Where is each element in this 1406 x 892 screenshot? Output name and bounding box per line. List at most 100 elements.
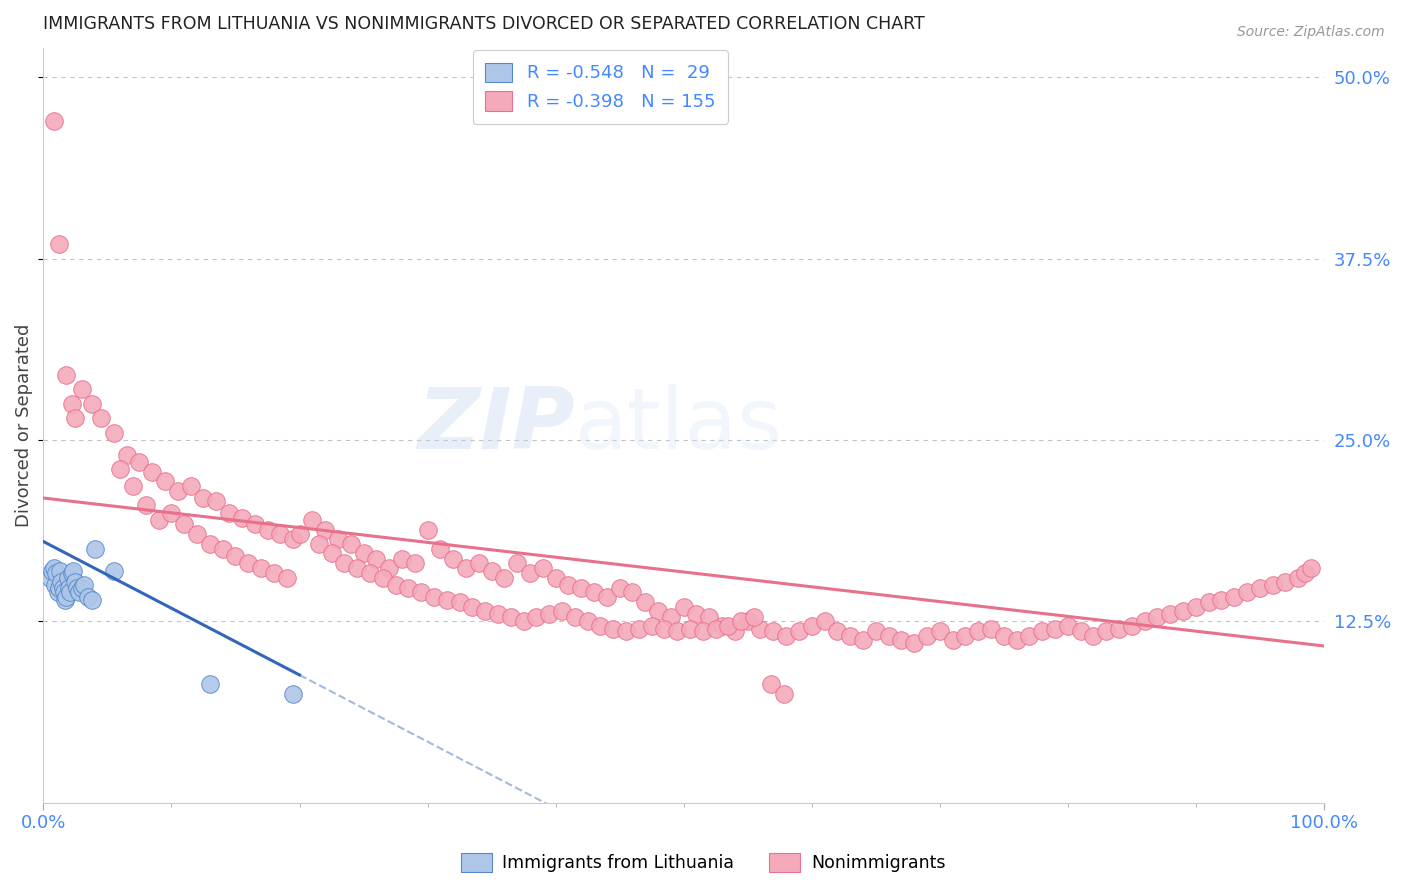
Point xyxy=(80,397,103,411)
Point xyxy=(519,566,541,581)
Point xyxy=(800,618,823,632)
Point xyxy=(110,462,132,476)
Point xyxy=(980,622,1002,636)
Point xyxy=(666,624,689,639)
Point xyxy=(621,585,644,599)
Point xyxy=(481,564,503,578)
Point xyxy=(474,604,496,618)
Point xyxy=(506,556,529,570)
Point xyxy=(749,622,772,636)
Point xyxy=(711,618,734,632)
Point xyxy=(903,636,925,650)
Point xyxy=(1133,615,1156,629)
Point xyxy=(839,629,862,643)
Point xyxy=(679,622,702,636)
Point xyxy=(609,581,631,595)
Text: ZIP: ZIP xyxy=(418,384,575,467)
Point xyxy=(211,541,233,556)
Point xyxy=(692,624,714,639)
Point xyxy=(647,604,669,618)
Point xyxy=(55,368,77,382)
Point xyxy=(852,633,875,648)
Point xyxy=(526,610,548,624)
Point xyxy=(135,498,157,512)
Point xyxy=(224,549,246,563)
Point xyxy=(640,618,662,632)
Point xyxy=(551,604,574,618)
Point xyxy=(654,622,676,636)
Point xyxy=(160,506,183,520)
Point xyxy=(148,513,170,527)
Point xyxy=(238,556,260,570)
Point xyxy=(813,615,835,629)
Point xyxy=(627,622,650,636)
Point xyxy=(231,511,253,525)
Point xyxy=(772,687,794,701)
Point xyxy=(449,595,471,609)
Point xyxy=(73,578,96,592)
Point xyxy=(80,592,103,607)
Point xyxy=(416,523,439,537)
Point xyxy=(1043,622,1066,636)
Point xyxy=(218,506,240,520)
Point xyxy=(1171,604,1194,618)
Point xyxy=(243,517,266,532)
Point xyxy=(371,571,394,585)
Point xyxy=(58,581,80,595)
Point xyxy=(1274,575,1296,590)
Text: atlas: atlas xyxy=(575,384,783,467)
Y-axis label: Divorced or Separated: Divorced or Separated xyxy=(15,324,32,527)
Point xyxy=(122,479,145,493)
Point xyxy=(634,595,657,609)
Point xyxy=(308,537,330,551)
Point xyxy=(56,571,79,585)
Text: Source: ZipAtlas.com: Source: ZipAtlas.com xyxy=(1237,25,1385,39)
Point xyxy=(454,560,477,574)
Point xyxy=(441,552,464,566)
Point xyxy=(193,491,215,505)
Point xyxy=(115,448,138,462)
Point xyxy=(1249,581,1271,595)
Point xyxy=(685,607,707,621)
Point xyxy=(51,575,73,590)
Point xyxy=(186,527,208,541)
Point xyxy=(59,585,82,599)
Point xyxy=(544,571,567,585)
Point xyxy=(697,610,720,624)
Point xyxy=(52,581,75,595)
Point xyxy=(596,590,619,604)
Point xyxy=(256,523,278,537)
Point xyxy=(742,610,765,624)
Point xyxy=(1159,607,1181,621)
Point xyxy=(955,629,977,643)
Point xyxy=(276,571,298,585)
Point xyxy=(52,585,75,599)
Point xyxy=(346,560,368,574)
Text: IMMIGRANTS FROM LITHUANIA VS NONIMMIGRANTS DIVORCED OR SEPARATED CORRELATION CHA: IMMIGRANTS FROM LITHUANIA VS NONIMMIGRAN… xyxy=(44,15,925,33)
Point xyxy=(941,633,963,648)
Point xyxy=(486,607,509,621)
Point xyxy=(1286,571,1309,585)
Point xyxy=(827,624,849,639)
Point xyxy=(378,560,401,574)
Point xyxy=(198,676,221,690)
Point xyxy=(602,622,624,636)
Point xyxy=(704,622,727,636)
Point xyxy=(915,629,938,643)
Point xyxy=(928,624,950,639)
Point xyxy=(70,581,93,595)
Point xyxy=(269,527,291,541)
Point xyxy=(730,615,752,629)
Point xyxy=(353,546,375,560)
Point xyxy=(44,578,66,592)
Point xyxy=(391,552,413,566)
Point xyxy=(1005,633,1028,648)
Point xyxy=(775,629,797,643)
Point xyxy=(717,618,740,632)
Point xyxy=(128,455,150,469)
Point xyxy=(1294,566,1316,581)
Point xyxy=(53,592,76,607)
Point xyxy=(48,581,70,595)
Point xyxy=(366,552,388,566)
Point xyxy=(1146,610,1168,624)
